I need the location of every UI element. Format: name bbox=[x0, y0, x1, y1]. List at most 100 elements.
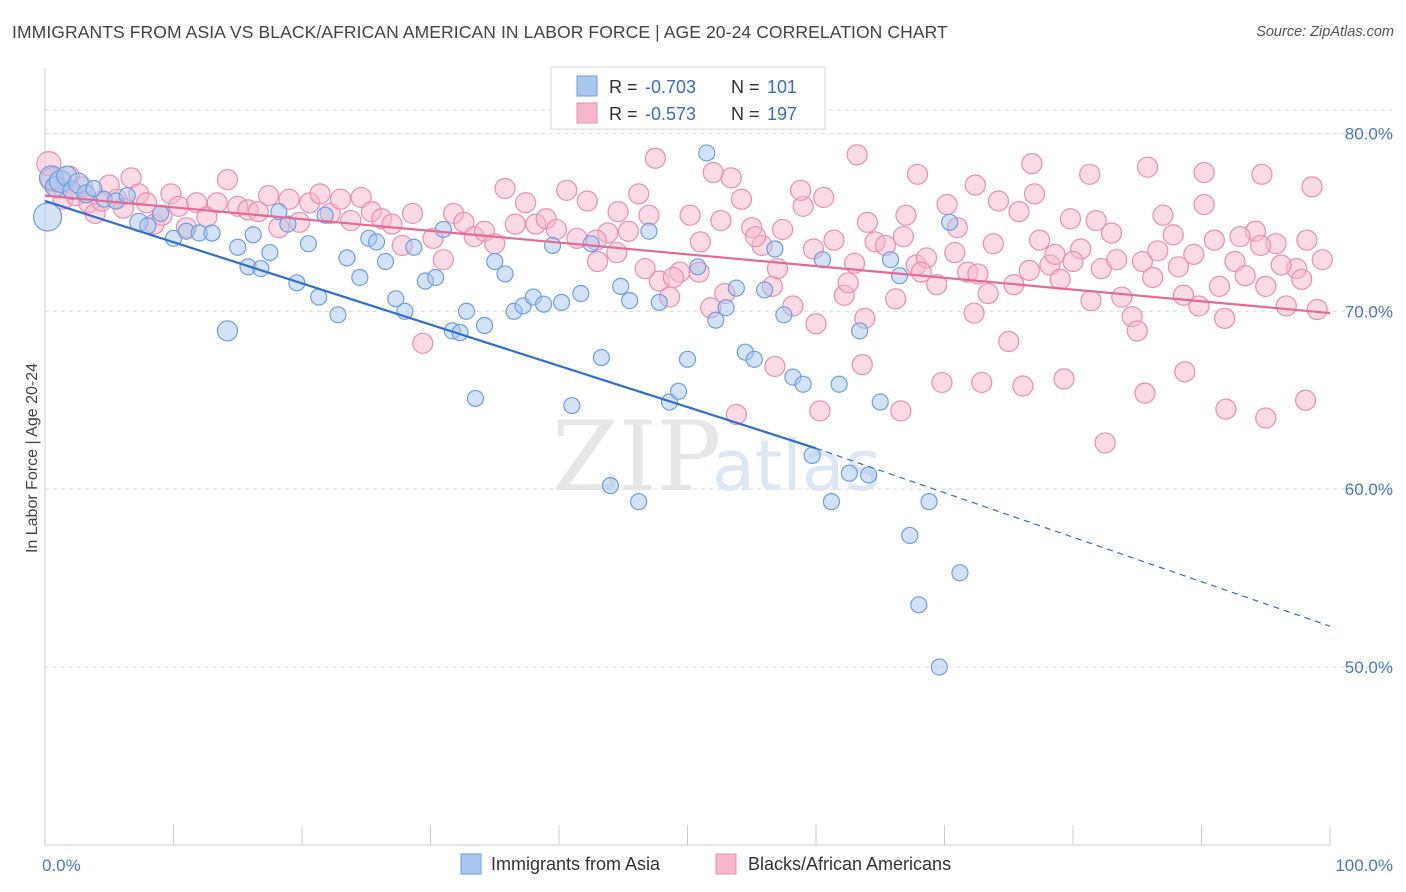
blacks-point-70 bbox=[689, 231, 711, 253]
asia-point-64 bbox=[640, 222, 658, 240]
blacks-point-164 bbox=[1012, 375, 1034, 397]
blacks-point-150 bbox=[1188, 295, 1210, 317]
blacks-point-139 bbox=[963, 302, 985, 324]
asia-point-69 bbox=[689, 258, 707, 276]
blacks-point-146 bbox=[1106, 249, 1128, 271]
blacks-point-179 bbox=[1079, 163, 1101, 185]
asia-point-41 bbox=[427, 268, 445, 287]
bottom-legend-label-asia: Immigrants from Asia bbox=[491, 854, 661, 874]
legend-swatch-blacks bbox=[576, 102, 598, 124]
asia-point-88 bbox=[871, 393, 889, 411]
blacks-point-174 bbox=[789, 179, 812, 201]
blacks-point-140 bbox=[982, 233, 1004, 255]
blacks-point-151 bbox=[1208, 275, 1231, 297]
blacks-point-23 bbox=[206, 192, 228, 214]
blacks-point-148 bbox=[1147, 240, 1169, 262]
blacks-point-115 bbox=[1152, 204, 1174, 226]
asia-point-78 bbox=[775, 306, 793, 324]
trend-line-asia-extension bbox=[815, 447, 1331, 627]
asia-point-42 bbox=[434, 220, 452, 239]
blacks-point-36 bbox=[340, 209, 362, 232]
blacks-point-108 bbox=[1080, 290, 1102, 312]
blacks-point-119 bbox=[1193, 193, 1215, 216]
blacks-point-97 bbox=[967, 263, 989, 285]
asia-point-70 bbox=[698, 144, 716, 162]
blacks-point-89 bbox=[885, 288, 907, 310]
asia-point-71 bbox=[707, 311, 725, 329]
blacks-point-90 bbox=[895, 204, 917, 226]
blacks-point-43 bbox=[412, 332, 434, 354]
blacks-point-152 bbox=[1229, 225, 1251, 248]
blacks-point-65 bbox=[638, 204, 660, 226]
blacks-point-161 bbox=[890, 400, 912, 422]
blacks-point-120 bbox=[1203, 229, 1225, 251]
legend-r-value-blacks: -0.573 bbox=[645, 104, 696, 124]
blacks-point-156 bbox=[1311, 249, 1333, 271]
blacks-point-103 bbox=[1028, 229, 1051, 251]
blacks-point-125 bbox=[1255, 275, 1277, 297]
y-tick-label-3: 80.0% bbox=[1345, 124, 1393, 143]
blacks-point-93 bbox=[926, 273, 948, 296]
blacks-point-187 bbox=[662, 266, 684, 289]
asia-point-19 bbox=[216, 320, 239, 342]
legend-n-label-asia: N = bbox=[731, 77, 760, 97]
blacks-point-147 bbox=[1126, 320, 1148, 342]
blacks-point-113 bbox=[1131, 250, 1153, 273]
asia-point-32 bbox=[338, 249, 356, 267]
blacks-point-114 bbox=[1142, 266, 1164, 289]
blacks-point-159 bbox=[809, 400, 831, 422]
blacks-point-157 bbox=[725, 403, 747, 426]
blacks-point-172 bbox=[644, 147, 666, 169]
blacks-point-167 bbox=[1134, 382, 1156, 404]
axes bbox=[44, 68, 1331, 846]
blacks-point-99 bbox=[987, 190, 1010, 212]
series-blacks-points bbox=[36, 144, 1333, 454]
blacks-point-72 bbox=[710, 209, 732, 232]
asia-point-83 bbox=[822, 493, 841, 511]
blacks-point-136 bbox=[892, 225, 914, 248]
blacks-point-137 bbox=[910, 261, 932, 283]
blacks-point-64 bbox=[628, 183, 650, 205]
asia-point-53 bbox=[534, 295, 553, 313]
asia-point-61 bbox=[612, 277, 630, 295]
blacks-point-123 bbox=[1234, 265, 1256, 287]
asia-point-92 bbox=[910, 596, 928, 614]
blacks-point-69 bbox=[679, 204, 701, 226]
legend-r-label-asia: R = bbox=[609, 77, 638, 97]
blacks-point-118 bbox=[1183, 243, 1205, 265]
blacks-point-131 bbox=[745, 225, 767, 248]
blacks-point-135 bbox=[856, 211, 879, 233]
blacks-point-82 bbox=[813, 186, 835, 209]
asia-point-39 bbox=[405, 238, 423, 256]
blacks-point-33 bbox=[309, 183, 331, 205]
asia-point-30 bbox=[316, 206, 334, 224]
asia-point-96 bbox=[951, 564, 969, 582]
x-tick-labels: 0.0% 100.0% bbox=[42, 856, 1393, 875]
blacks-point-181 bbox=[1193, 161, 1215, 184]
asia-point-77 bbox=[766, 240, 784, 258]
blacks-point-37 bbox=[350, 186, 372, 209]
blacks-point-24 bbox=[216, 169, 239, 191]
asia-point-67 bbox=[669, 382, 688, 400]
asia-point-90 bbox=[890, 267, 909, 285]
asia-point-24 bbox=[261, 243, 279, 262]
asia-point-33 bbox=[351, 268, 369, 287]
asia-point-0 bbox=[32, 202, 63, 232]
y-tick-label-1: 60.0% bbox=[1345, 480, 1393, 499]
asia-point-36 bbox=[376, 252, 395, 271]
watermark-atlas: atlas bbox=[712, 425, 881, 507]
asia-point-86 bbox=[851, 322, 869, 340]
blacks-point-169 bbox=[1215, 398, 1237, 420]
blacks-point-101 bbox=[1008, 201, 1030, 223]
asia-point-85 bbox=[840, 464, 859, 482]
blacks-point-133 bbox=[805, 313, 827, 335]
asia-point-57 bbox=[572, 284, 590, 303]
blacks-point-28 bbox=[257, 185, 280, 207]
asia-point-95 bbox=[941, 213, 959, 231]
y-tick-label-2: 70.0% bbox=[1345, 302, 1393, 321]
blacks-point-63 bbox=[617, 220, 639, 242]
asia-point-46 bbox=[466, 389, 485, 408]
blacks-point-56 bbox=[545, 218, 568, 241]
asia-point-93 bbox=[920, 493, 938, 511]
blacks-point-130 bbox=[1306, 298, 1328, 321]
